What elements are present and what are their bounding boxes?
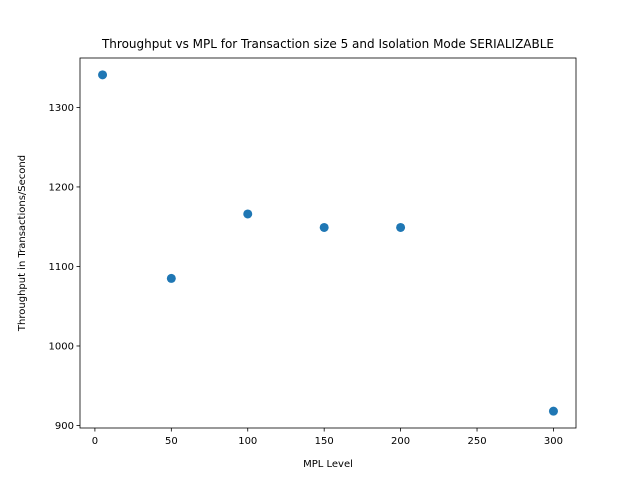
axes-frame bbox=[79, 57, 577, 429]
y-tick-label-1: 1000 bbox=[49, 341, 74, 352]
x-tick-label-5: 250 bbox=[467, 436, 486, 447]
y-axis-label: Throughput in Transactions/Second bbox=[17, 155, 28, 332]
data-point-0 bbox=[98, 70, 108, 80]
plot-area: 0 50 100 150 200 250 300 900 1000 1100 1200 1300 bbox=[49, 57, 577, 447]
x-tick-label-6: 300 bbox=[544, 436, 563, 447]
x-axis-label: MPL Level bbox=[303, 459, 353, 470]
data-points bbox=[98, 70, 558, 416]
y-tick-label-0: 900 bbox=[55, 421, 74, 432]
x-tick-label-2: 100 bbox=[238, 436, 257, 447]
x-tick-label-0: 0 bbox=[92, 436, 98, 447]
x-tick-label-3: 150 bbox=[315, 436, 334, 447]
y-axis: 900 1000 1100 1200 1300 bbox=[49, 103, 80, 432]
y-tick-label-3: 1200 bbox=[49, 182, 74, 193]
data-point-1 bbox=[166, 273, 176, 283]
x-tick-label-4: 200 bbox=[391, 436, 410, 447]
y-tick-label-4: 1300 bbox=[49, 103, 74, 114]
x-tick-label-1: 50 bbox=[165, 436, 178, 447]
data-point-2 bbox=[243, 209, 253, 219]
data-point-4 bbox=[396, 222, 406, 232]
data-point-3 bbox=[319, 222, 329, 232]
data-point-5 bbox=[548, 406, 558, 416]
y-tick-label-2: 1100 bbox=[49, 262, 74, 273]
x-axis: 0 50 100 150 200 250 300 bbox=[92, 428, 563, 447]
chart-title: Throughput vs MPL for Transaction size 5… bbox=[101, 37, 554, 51]
